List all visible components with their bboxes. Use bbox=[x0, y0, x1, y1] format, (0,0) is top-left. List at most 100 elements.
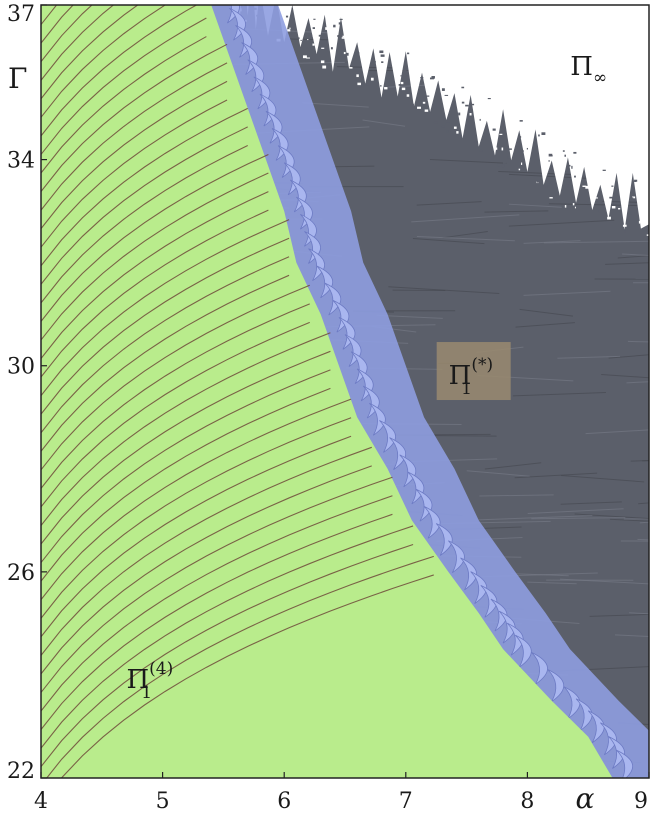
speckle bbox=[356, 74, 359, 78]
bifurcation-curve bbox=[41, 5, 139, 100]
speckle bbox=[548, 153, 553, 157]
speckle bbox=[636, 181, 638, 184]
fringe-crescent bbox=[324, 282, 342, 316]
speckle bbox=[320, 60, 325, 64]
dark-texture-line bbox=[331, 165, 375, 168]
speckle bbox=[306, 47, 308, 49]
speckle bbox=[366, 83, 370, 86]
speckle bbox=[254, 0, 256, 1]
dark-texture-line bbox=[557, 355, 621, 359]
speckle bbox=[622, 182, 625, 185]
speckle bbox=[574, 206, 576, 209]
speckle bbox=[373, 75, 376, 78]
speckle bbox=[469, 112, 472, 116]
dark-texture-line bbox=[416, 201, 482, 206]
speckle bbox=[398, 84, 401, 86]
dark-texture-line bbox=[531, 517, 626, 520]
speckle bbox=[389, 44, 392, 47]
speckle bbox=[632, 196, 636, 199]
y-axis-label: Γ bbox=[8, 62, 27, 95]
speckle bbox=[424, 109, 429, 112]
bifurcation-curve bbox=[41, 172, 269, 341]
bifurcation-curve bbox=[41, 284, 310, 471]
dark-texture-line bbox=[608, 354, 649, 359]
speckle bbox=[638, 220, 641, 224]
fringe-crescent bbox=[498, 610, 516, 644]
bifurcation-curve bbox=[41, 219, 290, 396]
fringe-crescent bbox=[506, 622, 524, 656]
dark-texture-line bbox=[442, 230, 488, 239]
speckle bbox=[422, 101, 426, 104]
speckle bbox=[492, 128, 496, 131]
speckle bbox=[527, 138, 531, 141]
bifurcation-curve bbox=[41, 256, 290, 434]
dark-texture-line bbox=[416, 235, 515, 242]
speckle bbox=[519, 136, 522, 138]
dark-texture-line bbox=[302, 102, 369, 108]
speckle bbox=[325, 27, 328, 30]
speckle bbox=[611, 185, 614, 187]
speckle bbox=[446, 130, 449, 133]
speckle bbox=[567, 184, 569, 188]
dark-texture-line bbox=[630, 460, 649, 462]
speckle bbox=[441, 125, 445, 128]
speckle bbox=[501, 147, 504, 151]
speckle bbox=[431, 76, 435, 79]
speckle bbox=[392, 93, 395, 96]
bifurcation-curve bbox=[41, 144, 248, 304]
speckle bbox=[384, 87, 388, 90]
speckle bbox=[289, 32, 293, 35]
fringe-crescent bbox=[600, 722, 617, 756]
bifurcation-curve bbox=[41, 513, 393, 730]
speckle bbox=[333, 19, 336, 23]
speckle bbox=[501, 164, 505, 168]
speckle bbox=[461, 101, 465, 104]
speckle bbox=[621, 174, 624, 177]
y-tick-label: 37 bbox=[7, 2, 35, 27]
speckle bbox=[370, 77, 374, 81]
dark-texture-line bbox=[527, 581, 577, 585]
speckle bbox=[321, 47, 325, 49]
bifurcation-curve bbox=[41, 62, 228, 211]
fringe-crescent bbox=[369, 402, 386, 436]
fringe-crescent bbox=[608, 736, 625, 769]
dark-texture-line bbox=[589, 613, 649, 617]
bifurcation-curve bbox=[41, 525, 414, 749]
x-tick-label: 9 bbox=[634, 789, 648, 814]
fringe-crescent bbox=[587, 710, 605, 744]
speckle bbox=[456, 131, 459, 134]
speckle bbox=[417, 106, 421, 109]
dark-texture-line bbox=[514, 472, 598, 479]
speckle bbox=[634, 179, 638, 183]
speckle bbox=[406, 94, 410, 97]
speckle bbox=[315, 7, 319, 9]
speckle bbox=[498, 125, 500, 129]
speckle bbox=[343, 51, 346, 55]
speckle bbox=[372, 33, 376, 35]
speckle bbox=[381, 61, 384, 63]
speckle bbox=[415, 63, 418, 65]
speckle bbox=[598, 209, 601, 213]
speckle bbox=[622, 224, 627, 227]
bifurcation-curve bbox=[41, 153, 269, 322]
y-tick-label: 26 bbox=[7, 561, 35, 586]
speckle bbox=[401, 87, 406, 91]
dark-texture-line bbox=[362, 119, 406, 127]
bifurcation-curve bbox=[41, 80, 228, 229]
speckle bbox=[433, 121, 438, 124]
speckle bbox=[458, 95, 461, 99]
bifurcation-curve bbox=[41, 17, 207, 155]
y-tick-label: 34 bbox=[7, 149, 35, 174]
fringe-crescent bbox=[470, 571, 488, 604]
speckle bbox=[370, 32, 374, 35]
speckle bbox=[363, 58, 366, 61]
x-tick-label: 7 bbox=[399, 789, 413, 814]
speckle bbox=[477, 134, 482, 137]
speckle bbox=[403, 68, 407, 72]
speckle bbox=[521, 162, 523, 165]
bifurcation-curve bbox=[41, 321, 310, 508]
speckle bbox=[642, 230, 645, 233]
speckle bbox=[453, 126, 457, 129]
speckle bbox=[518, 168, 521, 171]
